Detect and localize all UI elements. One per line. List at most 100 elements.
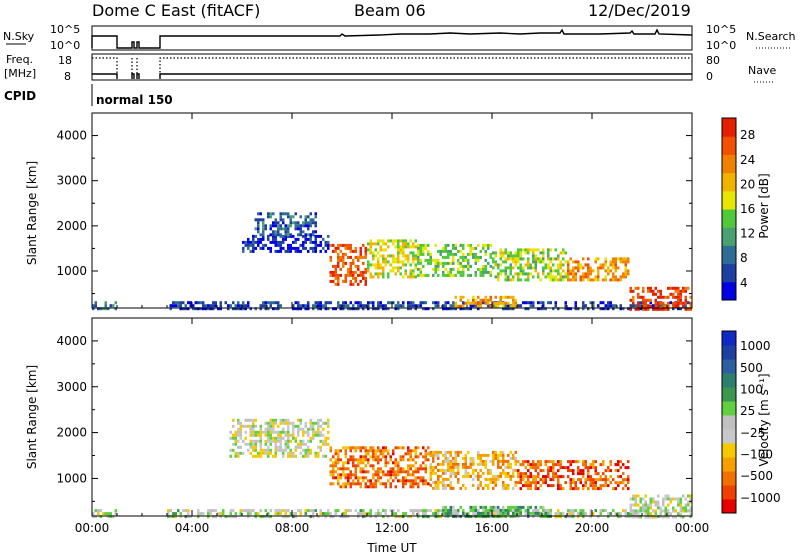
- power-cell-10: [662, 295, 665, 299]
- velocity-cell-2: [312, 427, 315, 431]
- velocity-cell-1: [269, 509, 272, 513]
- velocity-cell-6: [464, 511, 467, 515]
- power-cell-7: [512, 260, 515, 264]
- velocity-cell-2: [264, 439, 267, 443]
- velocity-cell-1: [249, 509, 252, 513]
- velocity-cell-2: [317, 445, 320, 449]
- power-cell-5: [377, 266, 380, 270]
- velocity-cell-5: [524, 484, 527, 488]
- power-cell-3: [272, 221, 275, 225]
- power-cell-1: [434, 304, 437, 308]
- velocity-cell-1: [219, 515, 222, 519]
- power-cell-2: [272, 234, 275, 238]
- power-cell-6: [472, 246, 475, 250]
- velocity-cell-0: [109, 512, 112, 516]
- velocity-cell-2: [237, 454, 240, 458]
- velocity-cell-1: [437, 509, 440, 513]
- velocity-cell-1: [427, 509, 430, 513]
- velocity-cell-5: [537, 472, 540, 476]
- power-cell-7: [504, 266, 507, 270]
- velocity-cell-6: [512, 511, 515, 515]
- velocity-cell-4: [454, 453, 457, 457]
- power-cell-1: [492, 304, 495, 308]
- velocity-cell-4: [492, 480, 495, 484]
- power-cell-5: [377, 260, 380, 264]
- power-cell-1: [274, 301, 277, 305]
- velocity-cell-2: [294, 424, 297, 428]
- power-cell-7: [519, 269, 522, 273]
- velocity-cell-5: [609, 460, 612, 464]
- velocity-cell-1: [314, 509, 317, 513]
- velocity-cell-5: [617, 475, 620, 479]
- x-axis-label: Time UT: [366, 541, 417, 554]
- velocity-cell-2: [327, 421, 330, 425]
- velocity-cell-3: [409, 467, 412, 471]
- power-cell-7: [522, 269, 525, 273]
- power-cell-1: [449, 307, 452, 311]
- power-cell-1: [442, 304, 445, 308]
- velocity-cell-7: [657, 506, 660, 510]
- power-cell-1: [314, 301, 317, 305]
- power-cell-5: [382, 242, 385, 246]
- power-cell-8: [612, 263, 615, 267]
- power-cell-7: [507, 266, 510, 270]
- power-cell-5: [384, 257, 387, 261]
- power-cell-4: [352, 249, 355, 253]
- velocity-cell-7: [684, 506, 687, 510]
- power-cell-1: [374, 307, 377, 311]
- power-cell-9: [514, 304, 517, 308]
- power-cell-1: [344, 304, 347, 308]
- power-cell-7: [534, 263, 537, 267]
- power-cell-1: [602, 307, 605, 311]
- velocity-cell-5: [527, 487, 530, 491]
- power-cell-7: [542, 251, 545, 255]
- velocity-cell-2: [257, 439, 260, 443]
- power-cell-7: [509, 269, 512, 273]
- power-cell-9: [497, 304, 500, 308]
- power-cell-6: [419, 246, 422, 250]
- velocity-cell-2: [279, 439, 282, 443]
- velocity-cell-2: [282, 454, 285, 458]
- velocity-cell-2: [267, 448, 270, 452]
- power-cell-3: [314, 224, 317, 228]
- velocity-cell-7: [652, 500, 655, 504]
- power-cell-9: [504, 295, 507, 299]
- power-cell-4: [359, 270, 362, 274]
- power-cell-6: [452, 255, 455, 259]
- power-cell-7: [527, 260, 530, 264]
- velocity-cell-2: [234, 439, 237, 443]
- power-cell-1: [244, 307, 247, 311]
- velocity-colorbar-tick-7: −1000: [740, 491, 781, 505]
- power-cell-7: [539, 260, 542, 264]
- velocity-cell-2: [292, 436, 295, 440]
- velocity-cell-1: [679, 515, 682, 519]
- velocity-cell-5: [564, 466, 567, 470]
- power-cell-1: [432, 301, 435, 305]
- power-cell-3: [304, 221, 307, 225]
- velocity-cell-4: [432, 480, 435, 484]
- power-cell-2: [317, 234, 320, 238]
- power-cell-8: [594, 260, 597, 264]
- velocity-cell-1: [339, 515, 342, 519]
- velocity-cell-5: [572, 478, 575, 482]
- velocity-cell-5: [517, 481, 520, 485]
- velocity-cell-2: [282, 436, 285, 440]
- velocity-cell-3: [412, 485, 415, 489]
- power-cell-6: [462, 258, 465, 262]
- power-cell-1: [337, 301, 340, 305]
- power-cell-5: [377, 263, 380, 267]
- velocity-ytick-label-0: 1000: [56, 471, 87, 485]
- velocity-cell-2: [259, 430, 262, 434]
- power-cell-6: [457, 270, 460, 274]
- power-cell-5: [404, 254, 407, 258]
- nsearch-tick-top: 10^5: [706, 23, 736, 36]
- velocity-cell-3: [374, 470, 377, 474]
- power-cell-6: [417, 252, 420, 256]
- power-cell-1: [357, 301, 360, 305]
- power-cell-6: [467, 273, 470, 277]
- velocity-cell-3: [382, 449, 385, 453]
- velocity-cell-7: [689, 497, 692, 501]
- power-cell-8: [567, 275, 570, 279]
- velocity-cell-2: [282, 451, 285, 455]
- power-cell-8: [572, 260, 575, 264]
